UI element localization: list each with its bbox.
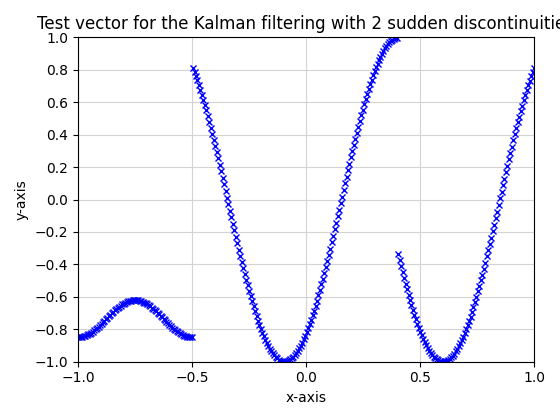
Y-axis label: y-axis: y-axis: [15, 179, 29, 220]
X-axis label: x-axis: x-axis: [286, 391, 326, 405]
Title: Test vector for the Kalman filtering with 2 sudden discontinuities: Test vector for the Kalman filtering wit…: [38, 15, 560, 33]
